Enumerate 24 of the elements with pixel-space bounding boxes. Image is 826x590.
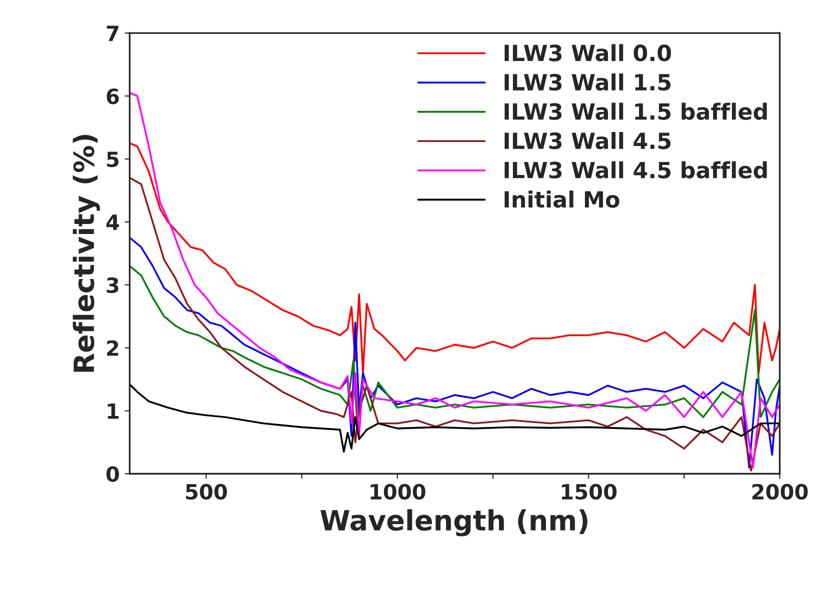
y-tick-label: 0 bbox=[106, 466, 119, 482]
legend-label: ILW3 Wall 1.5 baffled bbox=[504, 102, 767, 120]
y-tick-label: 4 bbox=[106, 214, 120, 230]
y-axis-title: Reflectivity (%) bbox=[72, 134, 100, 372]
line-series bbox=[130, 92, 780, 468]
legend-label: Initial Mo bbox=[504, 190, 620, 208]
y-tick-label: 6 bbox=[106, 88, 119, 104]
y-tick-label: 2 bbox=[107, 340, 118, 356]
x-axis-title: Wavelength (nm) bbox=[320, 509, 588, 536]
y-tick-label: 1 bbox=[108, 404, 119, 419]
line-series bbox=[130, 176, 780, 472]
legend-label: ILW3 Wall 1.5 bbox=[504, 73, 671, 91]
y-tick-label: 5 bbox=[107, 152, 119, 168]
x-tick-label: 1000 bbox=[370, 484, 426, 500]
legend-label: ILW3 Wall 0.0 bbox=[504, 44, 672, 62]
y-tick-label: 7 bbox=[106, 26, 118, 41]
x-tick-label: 1500 bbox=[562, 484, 617, 500]
x-tick-label: 2000 bbox=[752, 484, 808, 500]
legend-label: ILW3 Wall 4.5 bbox=[504, 132, 671, 150]
x-tick-label: 500 bbox=[186, 484, 227, 500]
line-series bbox=[130, 383, 780, 453]
legend-label: ILW3 Wall 4.5 baffled bbox=[504, 161, 767, 178]
y-tick-label: 3 bbox=[106, 277, 118, 294]
line-series bbox=[130, 236, 780, 468]
